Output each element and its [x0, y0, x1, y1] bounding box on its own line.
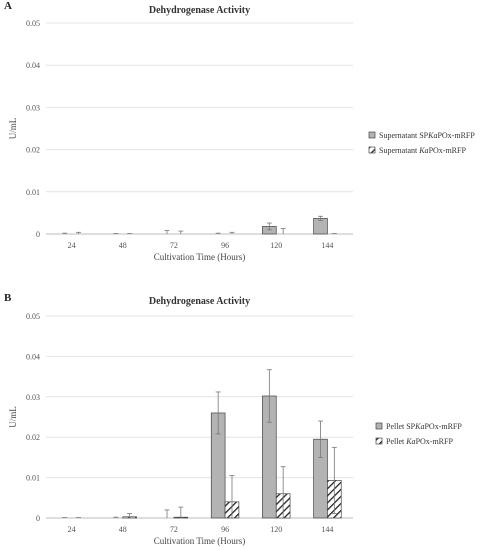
x-tick-label: 72 [170, 525, 178, 534]
x-tick-label: 24 [68, 525, 76, 534]
legend-entry: Supernatant KaPOx-mRFP [379, 146, 466, 155]
y-axis-label: U/mL [8, 118, 18, 140]
y-tick-label: 0.05 [26, 312, 40, 321]
x-tick-label: 48 [119, 525, 127, 534]
x-tick-label: 96 [221, 525, 229, 534]
x-tick-label: 120 [270, 525, 282, 534]
y-tick-label: 0 [36, 230, 40, 239]
y-tick-label: 0.05 [26, 19, 40, 28]
legend-entry: Pellet SPKaPOx-mRFP [386, 422, 462, 431]
x-tick-label: 144 [321, 525, 333, 534]
chart-pellet: Dehydrogenase Activity 0 0.01 0.02 0.03 0.04 0… [8, 296, 462, 546]
x-tick-label: 120 [270, 241, 282, 250]
legend-swatch [375, 422, 383, 430]
legend-swatch [375, 437, 383, 445]
y-tick-label: 0 [36, 514, 40, 523]
y-tick-label: 0.04 [26, 352, 40, 361]
legend-swatch [368, 146, 376, 154]
panel-a-label: A [4, 0, 12, 12]
y-tick-label: 0.01 [26, 474, 40, 483]
legend-swatch [368, 131, 376, 139]
y-tick-label: 0.03 [26, 103, 40, 112]
x-axis-label: Cultivation Time (Hours) [154, 536, 246, 546]
panel-b-label: B [4, 292, 12, 304]
x-tick-label: 48 [119, 241, 127, 250]
y-tick-label: 0.04 [26, 61, 40, 70]
x-tick-label: 96 [221, 241, 229, 250]
y-tick-label: 0.02 [26, 146, 40, 155]
x-tick-label: 72 [170, 241, 178, 250]
y-tick-label: 0.01 [26, 188, 40, 197]
x-tick-label: 24 [68, 241, 76, 250]
y-tick-label: 0.03 [26, 393, 40, 402]
y-axis-label: U/mL [8, 406, 18, 428]
legend-entry: Supernatant SPKaPOx-mRFP [379, 131, 475, 140]
y-tick-label: 0.02 [26, 433, 40, 442]
chart-title: Dehydrogenase Activity [149, 296, 250, 307]
x-tick-label: 144 [321, 241, 333, 250]
chart-title: Dehydrogenase Activity [149, 5, 250, 16]
x-axis-label: Cultivation Time (Hours) [154, 252, 246, 262]
legend-entry: Pellet KaPOx-mRFP [386, 437, 453, 446]
chart-supernatant: Dehydrogenase Activity 0 0.01 0.02 0.03 0.04 0… [8, 5, 475, 262]
